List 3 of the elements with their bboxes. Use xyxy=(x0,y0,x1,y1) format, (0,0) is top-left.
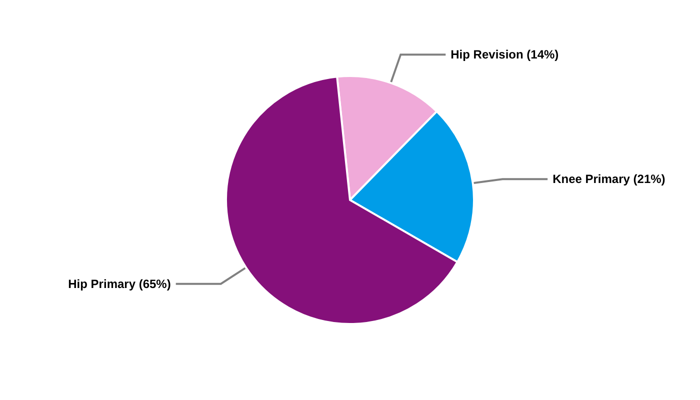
slice-label: Hip Primary (65%) xyxy=(68,276,171,291)
slice-label: Knee Primary (21%) xyxy=(552,172,666,186)
slice-label: Hip Revision (14%) xyxy=(450,48,559,62)
